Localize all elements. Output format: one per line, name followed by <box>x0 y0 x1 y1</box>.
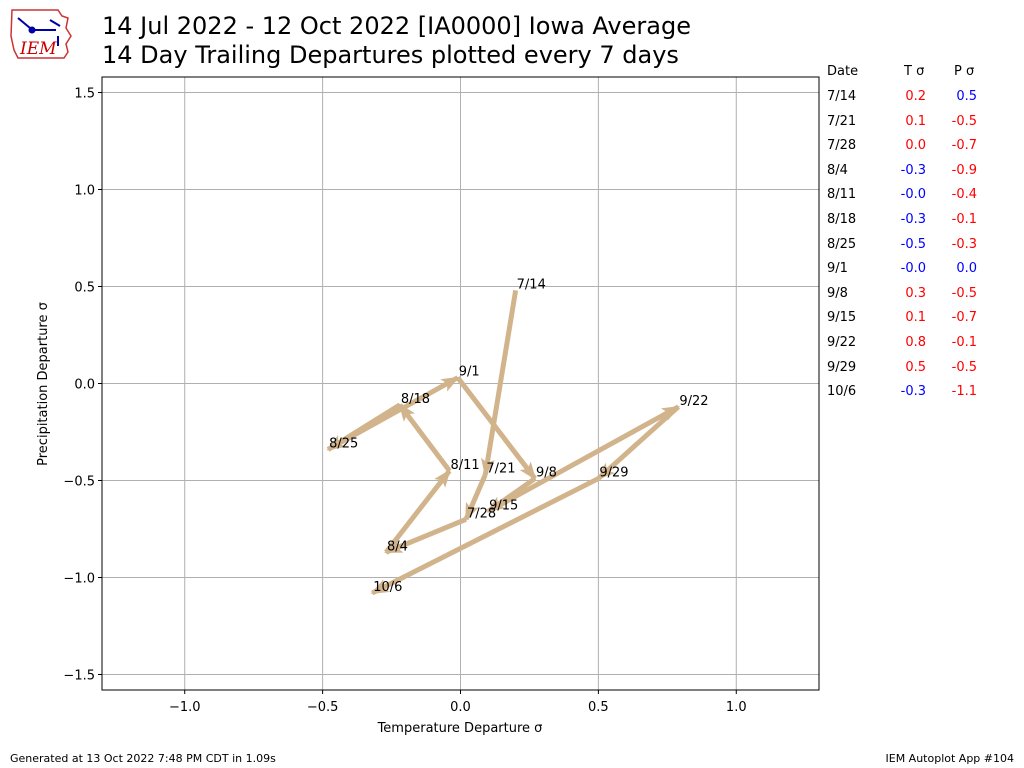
table-date-cell: 9/8 <box>827 285 848 301</box>
x-axis-label: Temperature Departure σ <box>377 721 543 736</box>
point-label: 9/22 <box>679 394 708 409</box>
table-date-cell: 7/21 <box>827 113 857 129</box>
point-label: 10/6 <box>373 580 402 595</box>
point-label: 9/8 <box>536 466 557 481</box>
departure-arrow <box>596 404 681 481</box>
point-label: 9/1 <box>459 365 480 380</box>
point-label: 8/4 <box>387 539 408 554</box>
point-label: 9/29 <box>599 466 628 481</box>
weather-station-icon <box>17 17 61 46</box>
y-tick-label: 0.5 <box>74 281 95 296</box>
table-temp-cell: 0.2 <box>905 89 926 104</box>
point-label: 8/18 <box>401 392 430 407</box>
table-temp-cell: 0.1 <box>905 310 926 326</box>
table-date-cell: 8/11 <box>827 187 857 203</box>
table-temp-cell: -0.3 <box>900 212 926 227</box>
chart-title-line-2: 14 Day Trailing Departures plotted every… <box>102 41 679 69</box>
departure-arrow <box>384 516 467 555</box>
table-precip-cell: 0.5 <box>956 89 977 104</box>
departure-arrow <box>486 404 681 514</box>
y-tick-label: −0.5 <box>63 474 95 489</box>
departure-arrows <box>326 289 681 596</box>
departure-arrow <box>455 376 537 481</box>
table-date-cell: 8/4 <box>827 162 848 178</box>
y-tick-label: 1.0 <box>74 184 95 199</box>
table-date-cell: 9/1 <box>827 261 848 277</box>
y-axis-label: Precipitation Departure σ <box>36 302 51 466</box>
x-tick-label: 0.0 <box>450 700 471 715</box>
table-precip-cell: -0.4 <box>951 187 977 203</box>
table-precip-cell: -0.1 <box>951 212 977 227</box>
y-tick-label: 0.0 <box>74 378 95 393</box>
table-temp-cell: 0.3 <box>905 285 926 301</box>
point-label: 7/28 <box>467 506 496 521</box>
x-tick-label: −0.5 <box>307 700 339 715</box>
table-precip-cell: -0.5 <box>951 113 977 129</box>
table-date-cell: 7/28 <box>827 138 857 154</box>
y-tick-label: −1.0 <box>63 571 95 586</box>
table-precip-cell: -0.7 <box>951 138 977 154</box>
table-precip-cell: -0.7 <box>951 310 977 326</box>
table-header-precip: P σ <box>954 64 975 79</box>
table-date-cell: 10/6 <box>827 384 857 400</box>
table-precip-cell: -1.1 <box>951 384 977 400</box>
x-tick-label: 1.0 <box>726 700 747 715</box>
iem-logo: IEM <box>10 9 72 59</box>
departure-arrow <box>384 469 452 554</box>
x-tick-label: −1.0 <box>169 700 201 715</box>
table-precip-cell: -0.5 <box>951 285 977 301</box>
x-ticks: −1.0 −0.5 0.0 0.5 1.0 <box>169 690 747 715</box>
point-label: 9/15 <box>489 499 518 514</box>
point-label: 8/25 <box>329 436 358 451</box>
table-temp-cell: -0.5 <box>900 236 926 252</box>
table-temp-cell: 0.1 <box>905 113 926 129</box>
table-temp-cell: -0.3 <box>900 162 926 178</box>
table-date-cell: 8/25 <box>827 236 857 252</box>
table-date-cell: 7/14 <box>827 89 857 104</box>
table-precip-cell: -0.5 <box>951 359 977 375</box>
table-date-cell: 9/29 <box>827 359 857 375</box>
departure-arrow <box>397 403 452 473</box>
departure-arrow <box>326 375 460 452</box>
table-date-cell: 8/18 <box>827 212 857 227</box>
table-temp-cell: 0.0 <box>905 138 926 154</box>
table-precip-cell: 0.0 <box>956 261 977 277</box>
chart-title-line-1: 14 Jul 2022 - 12 Oct 2022 [IA0000] Iowa … <box>102 12 691 40</box>
iowa-state-outline <box>10 9 72 59</box>
y-ticks: −1.5 −1.0 −0.5 0.0 0.5 1.0 1.5 <box>63 87 102 683</box>
table-date-cell: 9/22 <box>827 335 857 350</box>
table-header-date: Date <box>827 64 859 79</box>
point-label: 7/14 <box>517 277 546 292</box>
table-temp-cell: -0.0 <box>900 187 926 203</box>
table-temp-cell: 0.5 <box>905 359 926 375</box>
logo-text: IEM <box>19 39 57 59</box>
table-temp-cell: 0.8 <box>905 335 926 350</box>
point-label: 7/21 <box>486 462 515 477</box>
table-date-cell: 9/15 <box>827 310 857 326</box>
table-precip-cell: -0.9 <box>951 162 977 178</box>
departure-arrow <box>481 289 519 477</box>
footer-app: IEM Autoplot App #104 <box>885 752 1015 765</box>
departure-arrow <box>463 473 488 522</box>
y-tick-label: 1.5 <box>74 87 95 102</box>
table-precip-cell: -0.1 <box>951 335 977 350</box>
y-tick-label: −1.5 <box>63 668 95 683</box>
point-labels: 7/14 7/21 7/28 8/4 8/11 8/18 8/25 9/1 9/8 9/15 9/2… <box>329 277 708 595</box>
table-temp-cell: -0.0 <box>900 261 926 277</box>
point-label: 8/11 <box>450 458 479 473</box>
table-precip-cell: -0.3 <box>951 236 977 252</box>
footer-generated: Generated at 13 Oct 2022 7:48 PM CDT in … <box>10 752 276 765</box>
x-tick-label: 0.5 <box>588 700 609 715</box>
departure-arrow <box>370 476 600 596</box>
table-temp-cell: -0.3 <box>900 384 926 400</box>
table-header-temp: T σ <box>904 64 925 79</box>
